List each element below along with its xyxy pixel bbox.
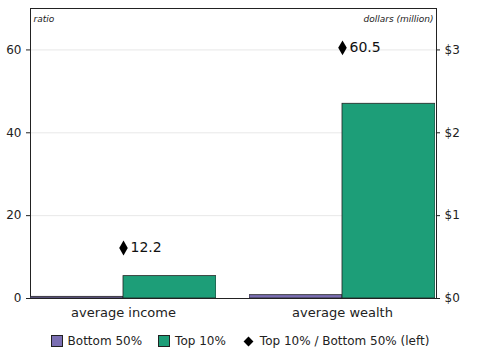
html-text:Bottom 50%: Bottom 50% [67,334,143,348]
svg-text:$0: $0 [445,291,460,305]
svg-text:$3: $3 [445,43,460,57]
html-text:Top 10%: Top 10% [175,334,226,348]
svg-text:12.2: 12.2 [131,239,162,255]
svg-text:dollars (million): dollars (million) [364,14,434,24]
svg-text:60.5: 60.5 [350,39,381,55]
svg-text:0: 0 [14,291,22,305]
svg-text:20: 20 [6,208,21,222]
html-text:Top 10% / Bottom 50% (left): Top 10% / Bottom 50% (left) [259,334,430,348]
svg-text:ratio: ratio [34,14,55,24]
svg-text:average wealth: average wealth [292,305,393,320]
svg-text:40: 40 [6,126,21,140]
svg-text:60: 60 [6,43,21,57]
svg-text:average income: average income [71,305,176,320]
svg-text:$1: $1 [445,208,460,222]
svg-text:$2: $2 [445,126,460,140]
